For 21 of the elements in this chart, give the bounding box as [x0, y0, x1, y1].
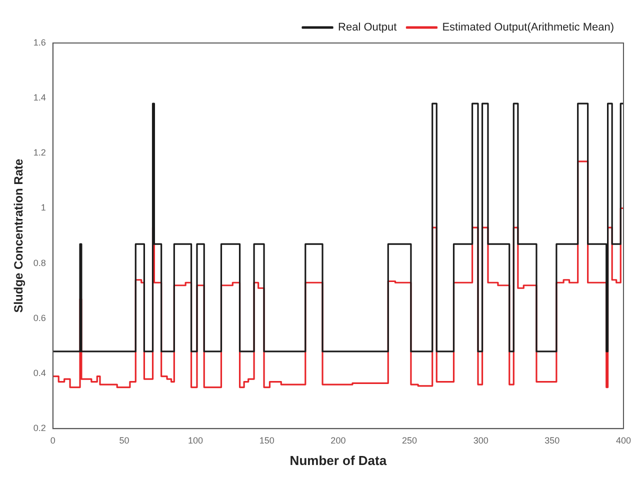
x-tick-label: 50: [119, 435, 130, 446]
y-tick-label: 0.2: [33, 423, 46, 434]
x-tick-label: 0: [50, 435, 56, 446]
x-axis-title: Number of Data: [290, 452, 388, 468]
y-tick-label: 0.6: [33, 312, 46, 323]
x-tick-label: 400: [616, 435, 632, 446]
y-tick-label: 1.4: [33, 92, 46, 103]
x-tick-label: 350: [544, 435, 560, 446]
x-tick-label: 300: [473, 435, 488, 446]
y-tick-label: 1.2: [33, 148, 46, 158]
y-axis-title: Sludge Concentration Rate: [12, 158, 26, 313]
x-tick-label: 250: [402, 435, 418, 446]
y-tick-label: 1: [40, 202, 46, 213]
x-tick-label: 150: [259, 435, 274, 446]
x-tick-label: 200: [330, 435, 346, 446]
legend-label: Real Output: [338, 22, 397, 34]
y-tick-label: 0.8: [33, 258, 46, 268]
legend-label: Estimated Output(Arithmetic Mean): [442, 22, 614, 34]
x-tick-label: 100: [188, 435, 204, 446]
y-tick-label: 1.6: [33, 37, 46, 48]
y-tick-label: 0.4: [33, 368, 46, 378]
